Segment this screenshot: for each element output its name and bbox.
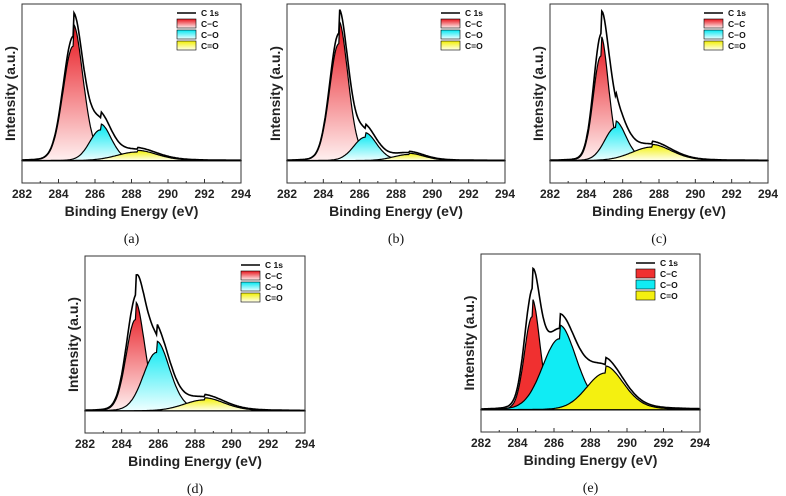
y-axis-label: Intensity (a.u.) [267,46,283,141]
legend-label: C=O [728,41,746,51]
component-cc [549,36,769,162]
legend-label: C−C [265,271,282,281]
legend-label: C=O [265,293,283,303]
legend-label: C−O [660,280,678,290]
x-tick-label: 288 [580,436,600,450]
x-tick-label: 290 [685,187,705,201]
panel-a: 282 284 286 288 290 292 294 Binding Energy (eV)… [2,3,251,247]
y-axis-label: Intensity (a.u.) [461,296,477,391]
legend-label: C−O [265,282,283,292]
panel-caption: (d) [187,482,204,496]
x-tick-label: 284 [507,436,527,450]
legend-swatch [635,268,656,279]
legend-label: C 1s [265,260,283,270]
x-tick-label: 290 [422,187,442,201]
x-tick-label: 292 [194,187,214,201]
legend-swatch [440,18,461,29]
x-tick-label: 290 [617,436,637,450]
legend-swatch [176,29,197,40]
x-tick-label: 294 [231,187,251,201]
x-axis-label: Binding Energy (eV) [524,452,658,468]
envelope-c1s-line [85,273,305,412]
legend-swatch [635,279,656,290]
panel-e: 282 284 286 288 290 292 294 Binding Energy (eV)… [461,253,710,496]
x-tick-label: 294 [295,437,315,451]
x-axis-label: Binding Energy (eV) [65,203,199,219]
legend-swatch [440,40,461,51]
x-tick-label: 286 [85,187,105,201]
x-tick-label: 284 [313,187,333,201]
legend-label: C 1s [728,8,746,18]
x-tick-label: 282 [75,437,95,451]
x-tick-label: 290 [222,437,242,451]
panel-caption: (b) [388,232,405,247]
legend-swatch [440,29,461,40]
y-axis-label: Intensity (a.u.) [530,46,546,141]
legend-swatch [240,281,261,292]
y-axis-label: Intensity (a.u.) [65,297,81,392]
legend-label: C−O [201,30,219,40]
x-axis-label: Binding Energy (eV) [592,203,726,219]
legend-swatch [703,29,724,40]
x-tick-label: 284 [576,187,596,201]
panel-caption: (e) [583,481,599,496]
legend-label: C=O [660,291,678,301]
x-tick-label: 286 [544,436,564,450]
x-tick-label: 294 [758,187,778,201]
x-tick-label: 286 [148,437,168,451]
envelope-c1s-line [550,8,768,162]
x-axis-label: Binding Energy (eV) [329,203,463,219]
legend-label: C 1s [201,8,219,18]
x-tick-label: 290 [158,187,178,201]
legend-label: C−C [201,19,218,29]
x-tick-label: 286 [613,187,633,201]
legend-label: C−O [465,30,483,40]
legend-swatch [240,270,261,281]
envelope-c1s-line [481,266,700,410]
x-tick-label: 284 [112,437,132,451]
x-tick-label: 288 [386,187,406,201]
component-cc [84,300,306,412]
x-tick-label: 292 [653,436,673,450]
x-tick-label: 292 [459,187,479,201]
panel-c: 282 284 286 288 290 292 294 Binding Energy (eV)… [530,3,778,247]
x-tick-label: 292 [258,437,278,451]
x-tick-label: 282 [12,187,32,201]
panel-d: 282 284 286 288 290 292 294 Binding Energy (eV)… [65,255,315,496]
x-tick-label: 288 [185,437,205,451]
x-tick-label: 294 [690,436,710,450]
component-c=o [480,365,701,411]
panel-b: 282 284 286 288 290 292 294 Binding Energy (eV)… [267,3,515,247]
legend-label: C 1s [465,8,483,18]
legend-label: C 1s [660,258,678,268]
panel-caption: (a) [124,232,140,247]
x-tick-label: 286 [350,187,370,201]
x-tick-label: 288 [649,187,669,201]
legend-swatch [240,292,261,303]
legend-label: C−C [465,19,482,29]
x-tick-label: 294 [495,187,515,201]
x-tick-label: 282 [540,187,560,201]
legend-label: C−O [728,30,746,40]
panel-caption: (c) [651,232,667,247]
x-tick-label: 292 [722,187,742,201]
x-axis-label: Binding Energy (eV) [128,453,262,469]
legend-label: C=O [465,41,483,51]
legend-swatch [176,40,197,51]
envelope-c1s-line [286,9,505,162]
x-tick-label: 282 [471,436,491,450]
x-tick-label: 288 [121,187,141,201]
legend-label: C−C [728,19,745,29]
legend-swatch [703,18,724,29]
legend-label: C=O [201,41,219,51]
legend-swatch [635,290,656,301]
legend-swatch [703,40,724,51]
x-tick-label: 284 [48,187,68,201]
x-tick-label: 282 [277,187,297,201]
y-axis-label: Intensity (a.u.) [2,46,18,141]
legend-label: C−C [660,269,677,279]
legend-swatch [176,18,197,29]
envelope-c1s-line [22,10,241,161]
